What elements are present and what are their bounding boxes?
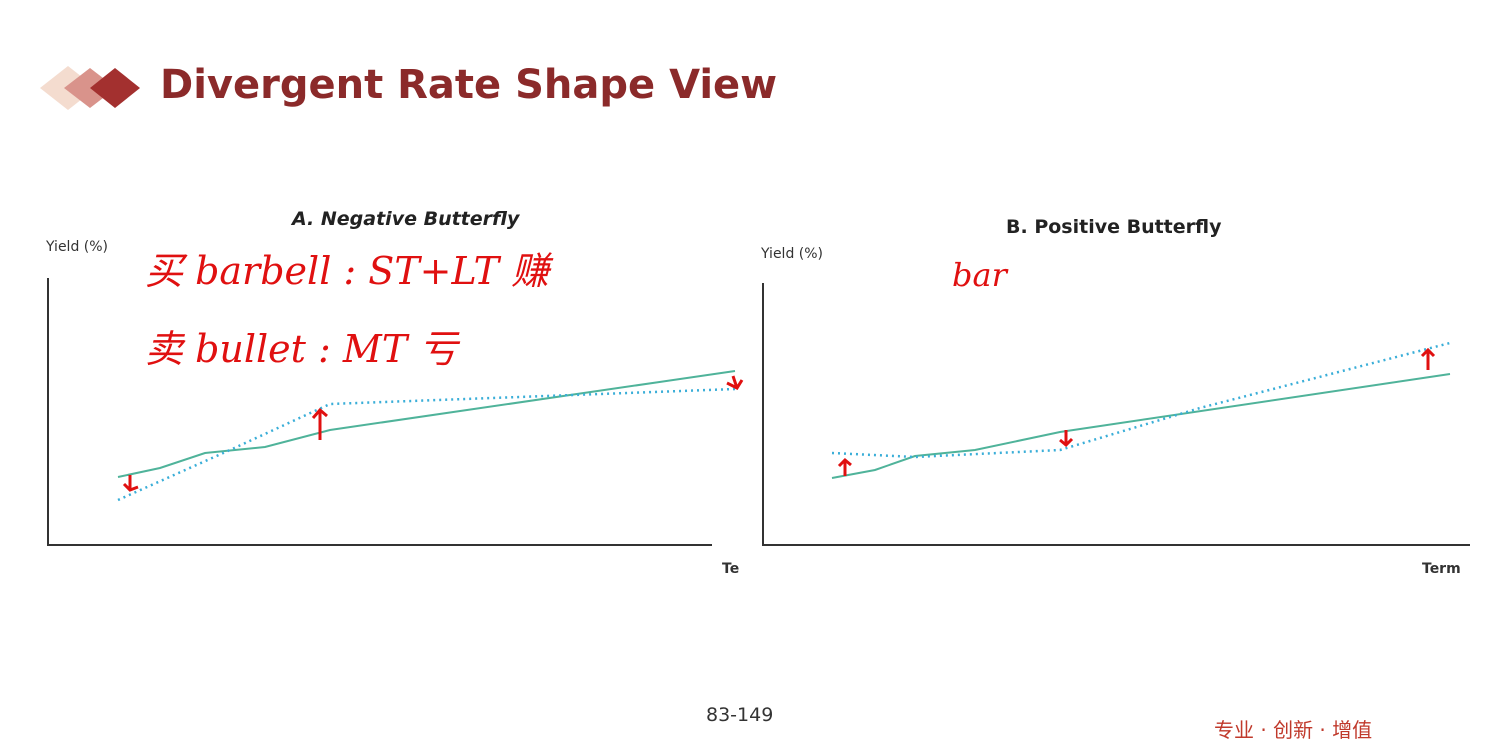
slide-title: Divergent Rate Shape View bbox=[160, 62, 778, 108]
panel-title: A. Negative Butterfly bbox=[292, 208, 520, 230]
x-axis-label: Te bbox=[722, 561, 740, 577]
x-axis-label: Term bbox=[1422, 561, 1461, 577]
panel-b-graphics bbox=[762, 283, 1470, 546]
y-axis-label: Yield (%) bbox=[761, 246, 824, 262]
panel-a-graphics bbox=[47, 278, 744, 546]
y-axis-label: Yield (%) bbox=[46, 239, 109, 255]
handwritten-note: bar bbox=[952, 256, 1007, 294]
handwritten-note: 卖 bullet : MT 亏 bbox=[145, 327, 458, 371]
page-number: 83-149 bbox=[706, 704, 774, 726]
panel-title: B. Positive Butterfly bbox=[1006, 216, 1222, 238]
title-icon bbox=[40, 66, 140, 110]
handwritten-note: 买 barbell : ST+LT 赚 bbox=[145, 249, 550, 293]
footer-slogan: 专业 · 创新 · 增值 bbox=[1214, 718, 1373, 742]
